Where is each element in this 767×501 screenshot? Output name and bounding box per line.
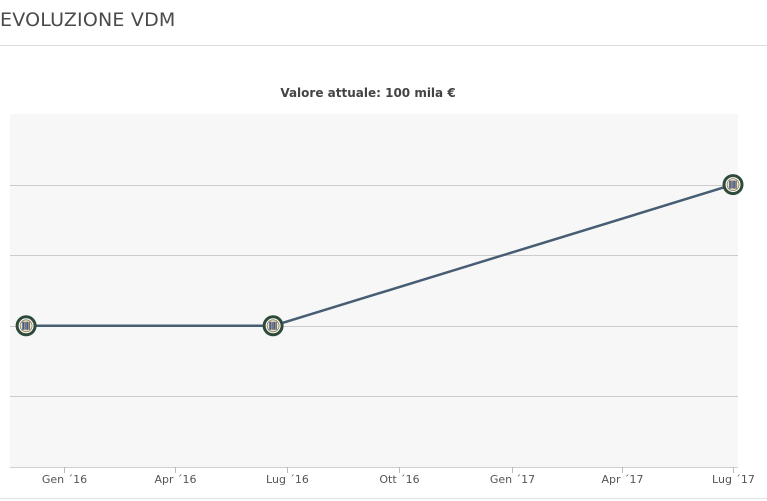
x-tick-label: Apr ´17 bbox=[601, 473, 643, 486]
chart-subtitle: Valore attuale: 100 mila € bbox=[280, 86, 456, 100]
x-tick-label: Lug ´17 bbox=[712, 473, 755, 486]
club-crest-icon bbox=[726, 178, 740, 192]
panel-title: EVOLUZIONE VDM bbox=[0, 9, 176, 31]
club-crest-icon bbox=[266, 319, 280, 333]
data-point-marker[interactable] bbox=[262, 315, 284, 337]
x-axis: Gen ´16 Apr ´16 Lug ´16 Ott ´16 Gen ´17 Apr ´… bbox=[10, 467, 755, 486]
x-tick-label: Ott ´16 bbox=[379, 473, 419, 486]
markers bbox=[15, 174, 744, 337]
bottom-divider bbox=[0, 498, 767, 499]
chart-svg: Gen ´16 Apr ´16 Lug ´16 Ott ´16 Gen ´17 Apr ´… bbox=[10, 114, 755, 486]
x-tick-label: Apr ´16 bbox=[154, 473, 196, 486]
plot-background bbox=[10, 114, 738, 467]
data-point-marker[interactable] bbox=[722, 174, 744, 196]
club-crest-icon bbox=[19, 319, 33, 333]
data-point-marker[interactable] bbox=[15, 315, 37, 337]
x-tick-label: Gen ´16 bbox=[42, 473, 87, 486]
panel-header: EVOLUZIONE VDM bbox=[0, 0, 767, 46]
x-tick-label: Lug ´16 bbox=[266, 473, 309, 486]
market-value-chart: Gen ´16 Apr ´16 Lug ´16 Ott ´16 Gen ´17 Apr ´… bbox=[0, 46, 767, 501]
x-tick-label: Gen ´17 bbox=[490, 473, 535, 486]
